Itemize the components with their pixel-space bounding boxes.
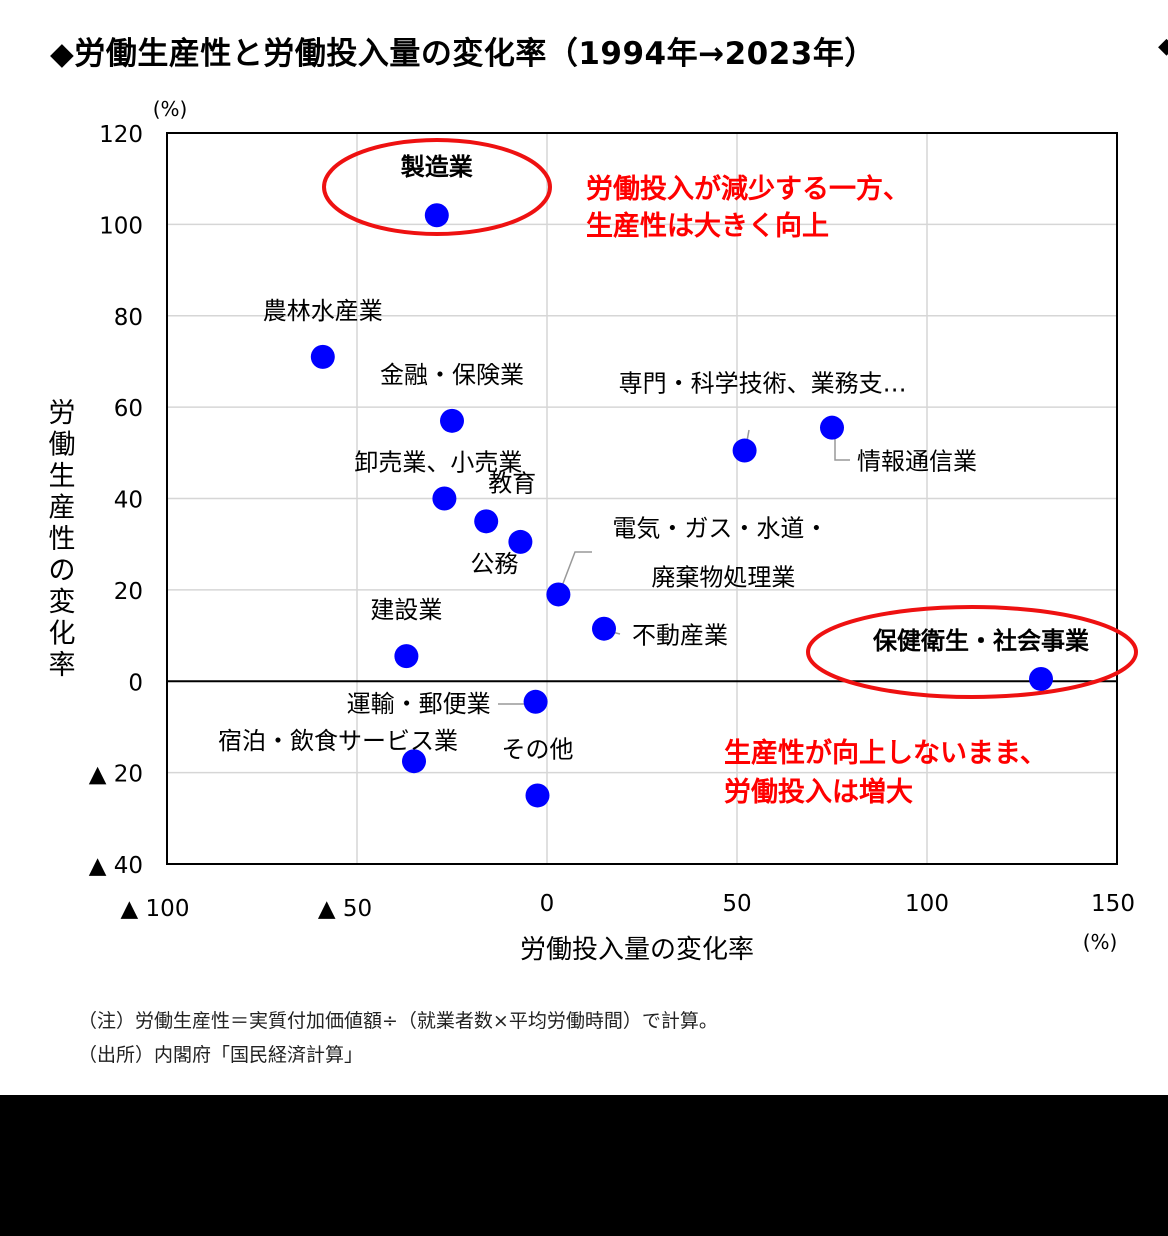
data-point <box>1029 666 1053 691</box>
data-point <box>402 749 426 774</box>
data-point-label: 廃棄物処理業 <box>651 563 795 591</box>
y-axis-title-char: 化 <box>49 619 76 650</box>
data-point <box>310 344 335 369</box>
leader-line <box>834 430 850 461</box>
chart-title: ◆労働生産性と労働投入量の変化率（1994年→2023年） <box>50 36 876 72</box>
data-point-label: 金融・保険業 <box>380 361 524 389</box>
x-tick-label: 0 <box>540 891 555 917</box>
highlight-ellipse-healthcare <box>806 605 1138 699</box>
data-point <box>440 408 464 433</box>
data-point-label: 専門・科学技術、業務支… <box>619 370 907 398</box>
leader-line <box>558 551 592 595</box>
x-axis-title: 労働投入量の変化率 <box>520 935 754 965</box>
y-axis-title-char: 生 <box>49 461 76 492</box>
y-tick-label: 60 <box>114 396 143 422</box>
data-point-label: 不動産業 <box>632 622 728 650</box>
data-point-label: 公務 <box>470 550 518 578</box>
data-point <box>474 509 499 534</box>
data-point-label: 農林水産業 <box>263 297 383 325</box>
y-axis-title-char: 働 <box>49 430 76 461</box>
x-tick-label: ▲ 50 <box>318 896 372 922</box>
data-point-label: 保健衛生・社会事業 <box>872 627 1089 655</box>
data-point-label: その他 <box>502 735 574 763</box>
data-point <box>394 644 419 669</box>
data-point <box>732 438 757 463</box>
y-axis-title-char: の <box>49 556 76 587</box>
note-text: （注）労働生産性＝実質付加価値額÷（就業者数×平均労働時間）で計算。 <box>78 1010 718 1032</box>
x-tick-label: 150 <box>1091 891 1135 917</box>
data-point <box>820 415 844 440</box>
source-text: （出所）内閣府「国民経済計算」 <box>78 1044 364 1066</box>
footnotes: （注）労働生産性＝実質付加価値額÷（就業者数×平均労働時間）で計算。 （出所）内… <box>78 1004 718 1072</box>
figure-panel: ◆労働生産性と労働投入量の変化率（1994年→2023年） ◆ ▲ 40 ▲ 20… <box>0 0 1168 1095</box>
annotation-text: 生産性は大きく向上 <box>586 210 829 242</box>
data-point-label: 運輸・郵便業 <box>347 690 491 718</box>
data-point-label: 電気・ガス・水道・ <box>612 514 828 542</box>
annotation-text: 労働投入は増大 <box>724 776 913 808</box>
y-axis-title-char: 産 <box>49 493 76 524</box>
data-point <box>525 783 550 808</box>
y-tick-label: 40 <box>114 488 143 514</box>
y-axis-title-char: 性 <box>49 524 76 555</box>
data-point-label: 製造業 <box>401 153 473 181</box>
y-tick-label: 100 <box>99 213 143 239</box>
x-tick-label: 100 <box>905 891 949 917</box>
y-tick-label: ▲ 20 <box>89 762 143 788</box>
y-unit-label: (%) <box>153 97 188 121</box>
data-point <box>424 203 449 228</box>
data-point <box>432 486 457 511</box>
y-tick-label: 0 <box>128 670 143 696</box>
data-point <box>546 582 571 607</box>
x-tick-label: 50 <box>722 891 751 917</box>
data-point <box>592 616 616 641</box>
scatter-chart: ▲ 40 ▲ 20 0 20 40 60 80 100 120 ▲ 100 ▲ 50 0 50 100 15… <box>49 97 1138 965</box>
data-point <box>508 529 533 554</box>
data-point-label: 宿泊・飲食サービス業 <box>218 727 458 755</box>
y-tick-label: ▲ 40 <box>89 853 143 879</box>
annotation-text: 生産性が向上しないまま、 <box>724 737 1047 769</box>
y-tick-label: 20 <box>114 579 143 605</box>
y-axis-title-char: 労 <box>49 398 76 429</box>
clipped-diamond-mark: ◆ <box>1158 34 1168 59</box>
data-point <box>523 689 548 714</box>
y-tick-label: 80 <box>114 305 143 331</box>
plot-frame <box>166 132 1118 865</box>
highlight-ellipse-manufacturing <box>322 138 552 236</box>
x-unit-label: (%) <box>1083 930 1118 954</box>
data-point-label: 卸売業、小売業 <box>354 449 522 477</box>
y-tick-label: 120 <box>99 122 143 148</box>
y-axis-title-char: 率 <box>49 650 76 681</box>
y-axis-title-char: 変 <box>49 587 76 618</box>
x-tick-label: ▲ 100 <box>121 896 190 922</box>
annotation-text: 労働投入が減少する一方、 <box>586 173 910 205</box>
data-point-label: 建設業 <box>370 596 442 624</box>
data-point-label: 情報通信業 <box>857 448 977 476</box>
data-point-label: 教育 <box>488 469 536 497</box>
